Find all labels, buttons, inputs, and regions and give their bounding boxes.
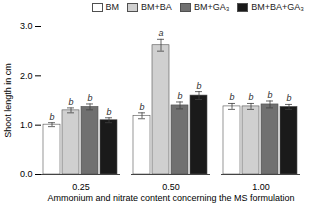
html-text:BM+BA: BM+BA xyxy=(141,2,172,12)
svg-text:2.0: 2.0 xyxy=(20,71,33,81)
svg-text:0.0: 0.0 xyxy=(20,169,33,179)
svg-text:b: b xyxy=(229,92,234,102)
svg-text:0.50: 0.50 xyxy=(162,182,180,192)
svg-text:b: b xyxy=(267,90,272,100)
svg-text:b: b xyxy=(196,81,201,91)
svg-text:b: b xyxy=(248,92,253,102)
svg-text:b: b xyxy=(177,91,182,101)
svg-text:Ammonium and nitrate content c: Ammonium and nitrate content concerning … xyxy=(47,193,294,203)
svg-text:b: b xyxy=(106,107,111,117)
svg-text:Shoot length in cm: Shoot length in cm xyxy=(3,63,13,138)
svg-text:b: b xyxy=(49,112,54,122)
svg-text:b: b xyxy=(139,102,144,112)
svg-text:3.0: 3.0 xyxy=(20,21,33,31)
svg-text:b: b xyxy=(87,93,92,103)
svg-text:1.0: 1.0 xyxy=(20,120,33,130)
html-text:BM+GA₃: BM+GA₃ xyxy=(193,2,230,12)
svg-text:a: a xyxy=(158,28,163,38)
svg-text:b: b xyxy=(286,93,291,103)
svg-text:0.25: 0.25 xyxy=(72,182,90,192)
html-text:BM+BA+GA₃: BM+BA+GA₃ xyxy=(251,2,304,12)
html-text:BM: BM xyxy=(105,2,120,12)
svg-text:b: b xyxy=(68,97,73,107)
svg-text:1.00: 1.00 xyxy=(252,182,270,192)
